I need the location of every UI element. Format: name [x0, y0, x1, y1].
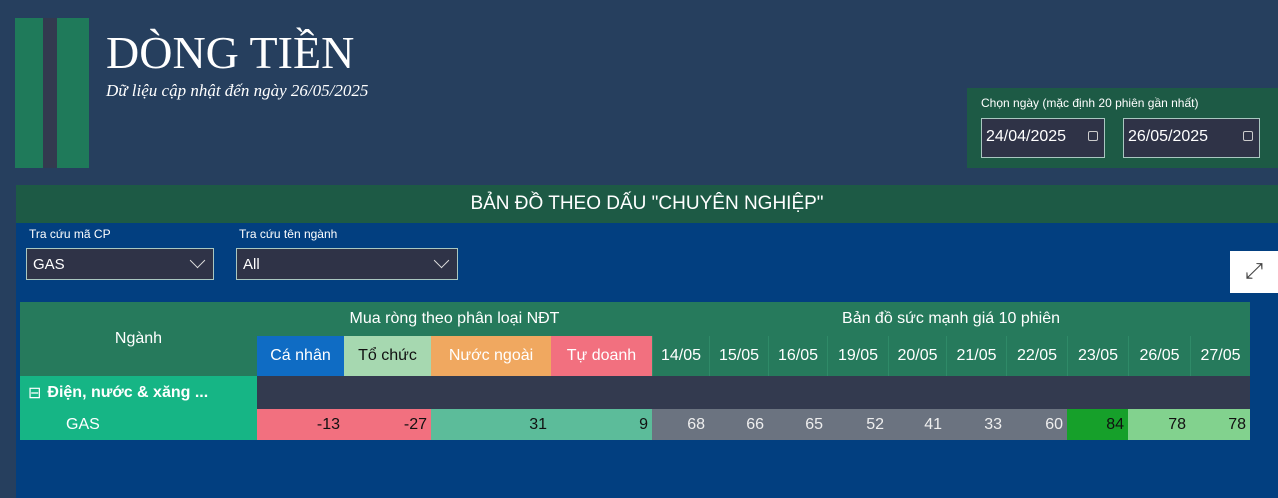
- net-buy-cell: -27: [344, 409, 431, 440]
- column-header-date: 20/05: [888, 336, 946, 376]
- chevron-down-icon: [189, 252, 206, 269]
- price-strength-cell: 52: [827, 409, 888, 440]
- date-filter-label: Chọn ngày (mặc định 20 phiên gần nhất): [981, 96, 1199, 110]
- ticker-dropdown[interactable]: GAS: [26, 248, 214, 280]
- price-strength-cell: 78: [1190, 409, 1250, 440]
- price-strength-cell: 33: [946, 409, 1006, 440]
- price-strength-cell: 66: [709, 409, 768, 440]
- sector-value: All: [243, 256, 260, 273]
- price-strength-cell: 84: [1067, 409, 1128, 440]
- calendar-icon[interactable]: [1088, 131, 1098, 141]
- column-header-date: 27/05: [1190, 336, 1250, 376]
- column-header-date: 21/05: [946, 336, 1006, 376]
- start-date-value: 24/04/2025: [986, 128, 1067, 145]
- page-title: DÒNG TIỀN: [106, 27, 355, 78]
- net-buy-cell: -13: [257, 409, 344, 440]
- price-strength-cell: 65: [768, 409, 827, 440]
- column-header-investor: Cá nhân: [257, 336, 344, 376]
- column-header-date: 16/05: [768, 336, 827, 376]
- sector-dropdown[interactable]: All: [236, 248, 458, 280]
- net-buy-cell: 9: [551, 409, 652, 440]
- price-strength-cell: 78: [1128, 409, 1190, 440]
- group-row-fill: [257, 376, 1250, 409]
- price-strength-cell: 60: [1006, 409, 1067, 440]
- group-row-sector[interactable]: ⊟ Điện, nước & xăng ...: [20, 376, 257, 409]
- column-header-sector: Ngành: [20, 302, 257, 376]
- tracking-panel: BẢN ĐỒ THEO DẤU "CHUYÊN NGHIỆP" Tra cứu …: [16, 185, 1278, 498]
- price-strength-cell: 68: [652, 409, 709, 440]
- date-filter: Chọn ngày (mặc định 20 phiên gần nhất) 2…: [967, 88, 1278, 168]
- end-date-input[interactable]: 26/05/2025: [1123, 118, 1260, 158]
- column-header-investor: Tổ chức: [344, 336, 431, 376]
- column-header-investor: Nước ngoài: [431, 336, 551, 376]
- column-header-date: 19/05: [827, 336, 888, 376]
- net-buy-cell: 31: [431, 409, 551, 440]
- start-date-input[interactable]: 24/04/2025: [981, 118, 1105, 158]
- column-header-date: 15/05: [709, 336, 768, 376]
- column-header-date: 22/05: [1006, 336, 1067, 376]
- row-ticker: GAS: [20, 409, 257, 440]
- expand-icon[interactable]: ⤢: [1230, 251, 1278, 293]
- group-header-price-strength: Bản đồ sức mạnh giá 10 phiên: [652, 302, 1250, 336]
- column-header-date: 23/05: [1067, 336, 1128, 376]
- ticker-filter-label: Tra cứu mã CP: [29, 227, 111, 241]
- group-row-label: Điện, nước & xăng ...: [47, 383, 209, 401]
- update-date: Dữ liệu cập nhật đến ngày 26/05/2025: [106, 81, 369, 100]
- calendar-icon[interactable]: [1243, 131, 1253, 141]
- sector-filter-label: Tra cứu tên ngành: [239, 227, 338, 241]
- ticker-value: GAS: [33, 256, 65, 273]
- group-header-net-buy: Mua ròng theo phân loại NĐT: [257, 302, 652, 336]
- end-date-value: 26/05/2025: [1128, 128, 1209, 145]
- chevron-down-icon: [433, 252, 450, 269]
- minus-square-icon[interactable]: ⊟: [28, 384, 42, 402]
- column-header-date: 26/05: [1128, 336, 1190, 376]
- price-strength-cell: 41: [888, 409, 946, 440]
- logo: [15, 18, 89, 168]
- panel-title: BẢN ĐỒ THEO DẤU "CHUYÊN NGHIỆP": [16, 185, 1278, 223]
- column-header-investor: Tự doanh: [551, 336, 652, 376]
- column-header-date: 14/05: [652, 336, 709, 376]
